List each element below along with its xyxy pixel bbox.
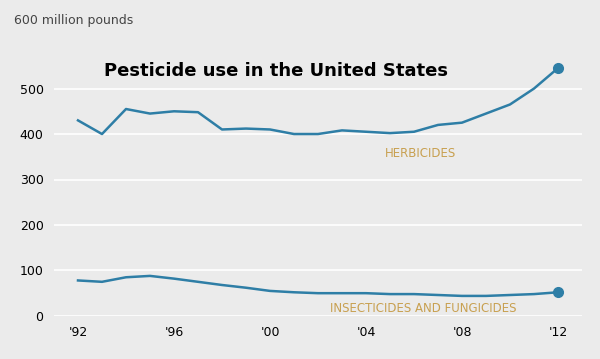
Text: HERBICIDES: HERBICIDES bbox=[385, 146, 457, 160]
Text: INSECTICIDES AND FUNGICIDES: INSECTICIDES AND FUNGICIDES bbox=[330, 302, 517, 315]
Text: 600 million pounds: 600 million pounds bbox=[14, 14, 134, 27]
Text: Pesticide use in the United States: Pesticide use in the United States bbox=[104, 62, 448, 80]
